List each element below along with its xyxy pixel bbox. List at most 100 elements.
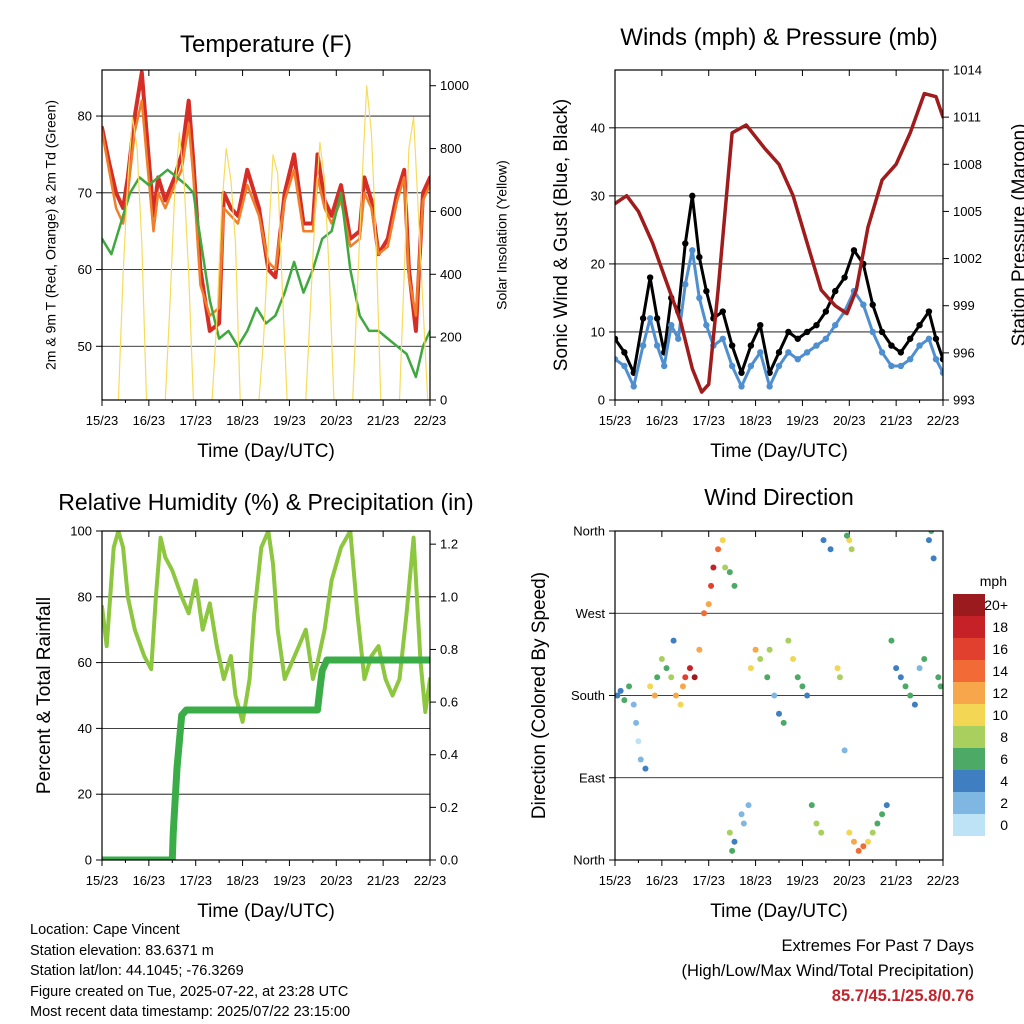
direction-xtick-label: 16/23 [646,873,679,888]
temperature-ytick-label: 50 [78,339,92,354]
winds-xtick-label: 22/23 [927,413,960,428]
direction-point [747,665,754,672]
temperature-xtick-label: 15/23 [86,413,119,428]
direction-point [860,843,867,850]
direction-point [848,546,855,553]
winds-xtick-label: 16/23 [646,413,679,428]
direction-point [794,674,801,681]
winds-y2tick-label: 999 [953,298,975,313]
direction-point [642,765,649,772]
direction-point [925,537,932,544]
direction-frame [614,530,944,861]
direction-point [647,683,654,690]
direction-xtick-label: 15/23 [599,873,632,888]
direction-point [935,674,942,681]
direction-colorbar-label: 2 [1000,795,1008,811]
direction-point [715,546,722,553]
station-elevation: Station elevation: 83.6371 m [30,942,214,959]
extremes-values: 85.7/45.1/25.8/0.76 [831,987,974,1005]
direction-point [834,665,841,672]
direction-colorbar-swatch [953,792,985,814]
temperature-series3-line [102,85,430,400]
direction-xtick-label: 21/23 [880,873,913,888]
direction-point [808,802,815,809]
direction-point [937,683,943,690]
humidity-series1-line [102,656,430,860]
temperature-xtick-label: 18/23 [226,413,259,428]
direction-colorbar-swatch [953,616,985,638]
temperature-title: Temperature (F) [180,31,352,58]
direction-point [708,582,715,589]
direction-point [615,692,621,699]
figure-created: Figure created on Tue, 2025-07-22, at 23… [30,983,349,1000]
direction-point [813,820,820,827]
direction-colorbar-label: 4 [1000,773,1008,789]
direction-point [818,829,825,836]
humidity-xtick-label: 21/23 [367,873,400,888]
direction-colorbar-label: 6 [1000,751,1008,767]
temperature-xlabel: Time (Day/UTC) [197,441,335,462]
humidity-y2tick-label: 0.8 [440,642,458,657]
humidity-frame [101,530,431,861]
winds-title: Winds (mph) & Pressure (mb) [620,24,937,51]
humidity-ytick-label: 0 [85,853,92,868]
direction-xlabel: Time (Day/UTC) [710,901,848,922]
direction-colorbar-swatch [953,814,985,836]
recent-timestamp: Most recent data timestamp: 2025/07/22 2… [30,1004,351,1020]
humidity-xtick-label: 17/23 [179,873,212,888]
winds-series2-line [615,91,943,394]
direction-point [820,537,827,544]
direction-point [827,546,834,553]
direction-point [846,829,853,836]
direction-point [874,820,881,827]
direction-colorbar-label: 12 [992,685,1008,701]
winds-xlabel: Time (Day/UTC) [710,441,848,462]
direction-point [930,555,937,562]
direction-point [850,838,857,845]
station-info: Location: Cape Vincent Station elevation… [30,920,350,1023]
winds-frame [614,69,944,401]
direction-colorbar-label: 16 [992,641,1008,657]
direction-point [670,637,677,644]
direction-point [626,683,633,690]
direction-point [902,683,909,690]
direction-point [879,811,886,818]
temperature-y2tick-label: 1000 [440,78,469,93]
humidity-xtick-label: 18/23 [226,873,259,888]
humidity-xtick-label: 16/23 [133,873,166,888]
winds-ytick-label: 10 [591,324,605,339]
humidity-ytick-label: 40 [78,721,92,736]
direction-point [738,811,745,818]
direction-colorbar-swatch [953,770,985,792]
direction-ytick-label: East [579,770,605,785]
direction-point [785,637,792,644]
direction-point [696,646,703,653]
direction-colorbar-label: 14 [992,663,1008,679]
direction-point [651,692,658,699]
humidity-ytick-label: 60 [78,655,92,670]
temperature-y2tick-label: 200 [440,330,462,345]
direction-ytick-label: South [571,688,605,703]
direction-point [907,692,914,699]
direction-point [841,747,848,754]
direction-point [672,692,679,699]
humidity-xlabel: Time (Day/UTC) [197,901,335,922]
direction-xtick-label: 20/23 [833,873,866,888]
humidity-y2tick-label: 0.4 [440,747,458,762]
temperature-ytick-label: 80 [78,109,92,124]
winds-y2tick-label: 996 [953,345,975,360]
humidity-series0-line [102,531,430,724]
direction-point [836,674,843,681]
direction-point [916,665,923,672]
direction-colorbar-swatch [953,594,985,616]
winds-xtick-label: 21/23 [880,413,913,428]
humidity-ytick-label: 20 [78,787,92,802]
winds-plot-area [615,91,943,394]
direction-point [897,674,904,681]
humidity-ylabel: Percent & Total Rainfall [34,597,55,794]
direction-point [921,655,928,662]
humidity-y2tick-label: 0.6 [440,695,458,710]
direction-point [663,665,670,672]
extremes-subheading: (High/Low/Max Wind/Total Precipitation) [681,962,974,980]
